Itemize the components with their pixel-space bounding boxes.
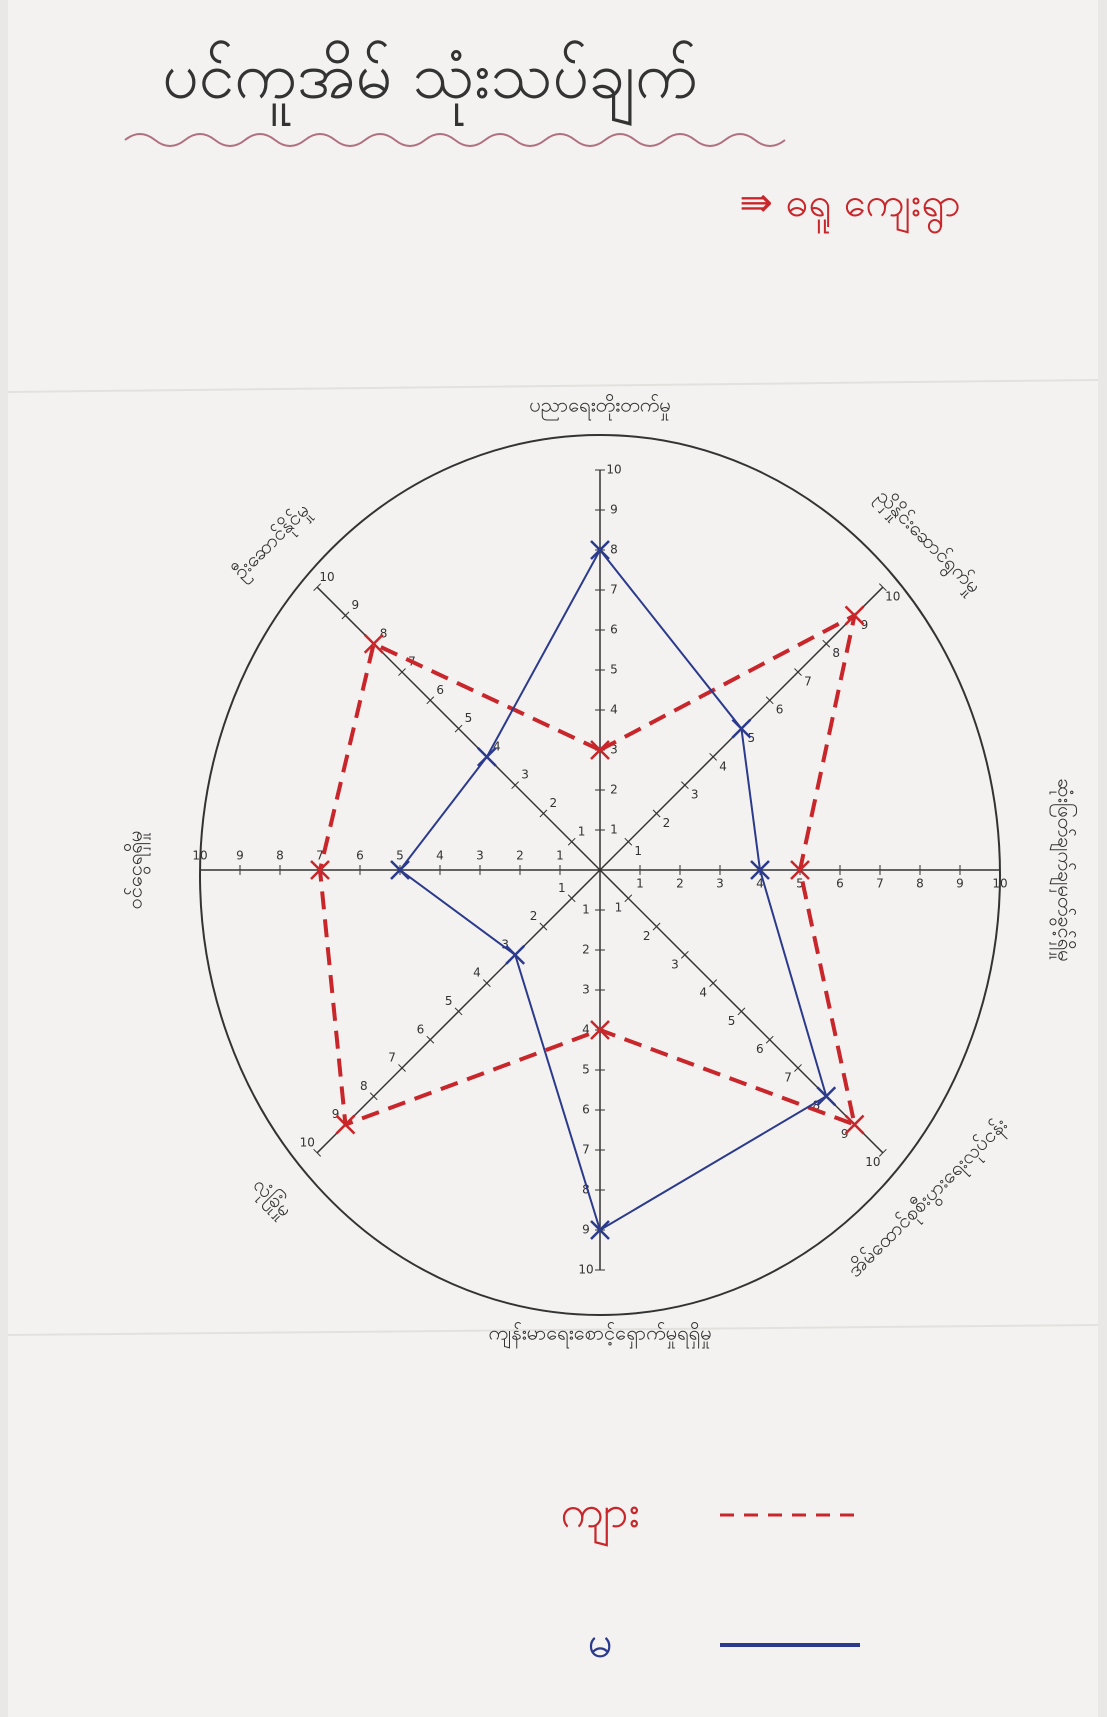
tick-label: 4: [436, 849, 444, 863]
tick-label: 1: [610, 823, 618, 837]
tick-label: 2: [516, 849, 524, 863]
tick-label: 1: [636, 877, 644, 891]
tick-label: 3: [716, 877, 724, 891]
tick-label: 9: [352, 598, 360, 612]
tick-label: 7: [804, 674, 812, 688]
chart-title: ပင်ကူအိမ် သုံးသပ်ချက်: [162, 40, 698, 127]
tick-label: 6: [582, 1103, 590, 1117]
tick-label: 5: [465, 711, 473, 725]
tick-label: 9: [610, 503, 618, 517]
tick-label: 5: [396, 849, 404, 863]
tick-label: 8: [832, 646, 840, 660]
tick-label: 7: [582, 1143, 590, 1157]
tick-label: 8: [610, 543, 618, 557]
legend-label: မ: [587, 1617, 612, 1668]
chart-subtitle: ⇛ ဓရူ ကျေးရွာ: [739, 180, 960, 234]
tick-label: 4: [473, 966, 481, 980]
tick-label: 3: [476, 849, 484, 863]
tick-label: 3: [521, 768, 529, 782]
tick-label: 5: [748, 731, 756, 745]
tick-label: 10: [885, 590, 900, 604]
tick-label: 6: [756, 1042, 764, 1056]
tick-label: 1: [556, 849, 564, 863]
tick-label: 2: [663, 816, 671, 830]
tick-label: 3: [582, 983, 590, 997]
tick-label: 6: [356, 849, 364, 863]
tick-label: 3: [671, 957, 679, 971]
tick-label: 10: [578, 1263, 593, 1277]
tick-label: 4: [719, 759, 727, 773]
tick-label: 1: [578, 824, 586, 838]
tick-label: 7: [388, 1051, 396, 1065]
tick-label: 10: [300, 1135, 315, 1149]
tick-label: 8: [916, 877, 924, 891]
tick-label: 7: [876, 877, 884, 891]
tick-label: 6: [610, 623, 618, 637]
tick-label: 2: [610, 783, 618, 797]
tick-label: 5: [610, 663, 618, 677]
tick-label: 4: [699, 986, 707, 1000]
axis-label: ဆုံးဖြတ်ချက်ချမှတ်ခွင့်ရှိမှု: [1050, 778, 1078, 961]
tick-label: 6: [836, 877, 844, 891]
tick-label: 10: [319, 570, 334, 584]
tick-label: 6: [436, 683, 444, 697]
chart: ပင်ကူအိမ် သုံးသပ်ချက် ⇛ ဓရူ ကျေးရွာ ကျား…: [0, 0, 1107, 1717]
tick-label: 1: [582, 903, 590, 917]
tick-label: 5: [728, 1014, 736, 1028]
tick-label: 10: [606, 463, 621, 477]
tick-label: 6: [417, 1022, 425, 1036]
tick-label: 5: [582, 1063, 590, 1077]
tick-label: 10: [192, 849, 207, 863]
tick-label: 9: [956, 877, 964, 891]
tick-label: 5: [445, 994, 453, 1008]
tick-label: 9: [861, 618, 869, 632]
tick-label: 8: [276, 849, 284, 863]
tick-label: 10: [865, 1155, 880, 1169]
paper: [8, 0, 1098, 1717]
tick-label: 1: [615, 901, 623, 915]
tick-label: 7: [610, 583, 618, 597]
tick-label: 2: [582, 943, 590, 957]
tick-label: 2: [530, 909, 538, 923]
axis-label: ဝင်ငွေရရှိမှု: [123, 831, 151, 910]
tick-label: 10: [992, 877, 1007, 891]
tick-label: 9: [841, 1127, 849, 1141]
axis-label: ကျန်းမာရေးစောင့်ရှောက်မှုရရှိမှု: [488, 1321, 711, 1349]
tick-label: 2: [550, 796, 558, 810]
tick-label: 1: [558, 881, 566, 895]
tick-label: 1: [634, 844, 642, 858]
tick-label: 8: [360, 1079, 368, 1093]
tick-label: 2: [643, 929, 651, 943]
tick-label: 2: [676, 877, 684, 891]
tick-label: 3: [691, 788, 699, 802]
tick-label: 9: [236, 849, 244, 863]
tick-label: 7: [784, 1070, 792, 1084]
axis-label: ပညာရေးတိုးတက်မှု: [529, 393, 670, 421]
tick-label: 4: [610, 703, 618, 717]
tick-label: 9: [582, 1223, 590, 1237]
tick-label: 6: [776, 703, 784, 717]
